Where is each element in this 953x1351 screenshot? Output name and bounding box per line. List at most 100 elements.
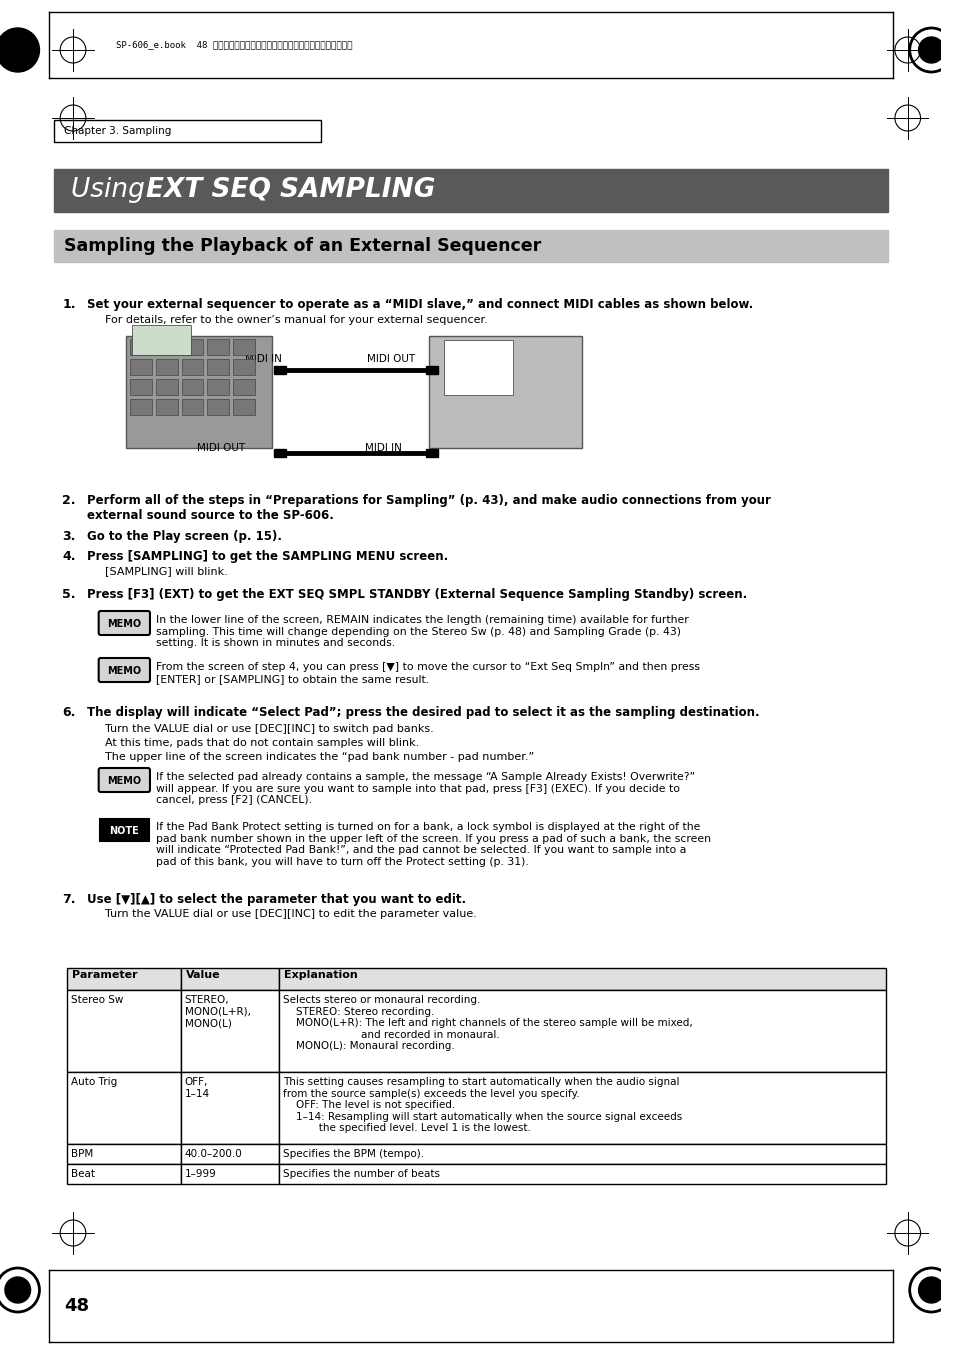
Text: From the screen of step 4, you can press [▼] to move the cursor to “Ext Seq Smpl: From the screen of step 4, you can press… bbox=[155, 662, 700, 684]
Text: Specifies the number of beats: Specifies the number of beats bbox=[283, 1169, 439, 1179]
Bar bbox=[180, 990, 279, 1071]
Text: 3.: 3. bbox=[62, 530, 75, 543]
Text: The display will indicate “Select Pad”; press the desired pad to select it as th: The display will indicate “Select Pad”; … bbox=[87, 707, 759, 719]
Text: 5.: 5. bbox=[62, 588, 75, 601]
Bar bbox=[233, 359, 254, 376]
Text: Sampling the Playback of an External Sequencer: Sampling the Playback of an External Seq… bbox=[64, 236, 540, 255]
Circle shape bbox=[918, 1277, 943, 1302]
Bar bbox=[181, 339, 203, 355]
Text: 48: 48 bbox=[64, 1297, 90, 1315]
Text: Parameter: Parameter bbox=[71, 970, 137, 979]
Text: Beat: Beat bbox=[71, 1169, 95, 1179]
Circle shape bbox=[918, 36, 943, 63]
Text: MIDI IN: MIDI IN bbox=[244, 354, 281, 363]
Text: NOTE: NOTE bbox=[110, 825, 139, 836]
Text: MIDI OUT: MIDI OUT bbox=[197, 443, 245, 453]
Text: At this time, pads that do not contain samples will blink.: At this time, pads that do not contain s… bbox=[105, 738, 418, 748]
Text: MEMO: MEMO bbox=[107, 666, 141, 676]
Text: Using: Using bbox=[71, 177, 153, 203]
Text: Specifies the BPM (tempo).: Specifies the BPM (tempo). bbox=[283, 1148, 424, 1159]
Circle shape bbox=[5, 1277, 30, 1302]
Text: Turn the VALUE dial or use [DEC][INC] to edit the parameter value.: Turn the VALUE dial or use [DEC][INC] to… bbox=[105, 909, 476, 919]
Text: Perform all of the steps in “Preparations for Sampling” (p. 43), and make audio : Perform all of the steps in “Preparation… bbox=[87, 494, 770, 521]
Bar bbox=[155, 380, 177, 394]
Text: If the Pad Bank Protect setting is turned on for a bank, a lock symbol is displa: If the Pad Bank Protect setting is turne… bbox=[155, 821, 710, 867]
Text: MEMO: MEMO bbox=[107, 619, 141, 630]
Bar bbox=[233, 399, 254, 415]
Bar bbox=[132, 326, 192, 355]
Text: BPM: BPM bbox=[71, 1148, 93, 1159]
Circle shape bbox=[0, 28, 39, 72]
Bar bbox=[180, 1144, 279, 1165]
Bar bbox=[207, 359, 229, 376]
Bar bbox=[155, 339, 177, 355]
Bar bbox=[67, 969, 180, 990]
Text: Auto Trig: Auto Trig bbox=[71, 1077, 117, 1088]
Bar bbox=[54, 169, 887, 212]
Text: Use [▼][▲] to select the parameter that you want to edit.: Use [▼][▲] to select the parameter that … bbox=[87, 893, 465, 907]
Bar bbox=[207, 339, 229, 355]
Text: [SAMPLING] will blink.: [SAMPLING] will blink. bbox=[105, 566, 227, 576]
Bar bbox=[279, 1165, 885, 1183]
Bar bbox=[426, 449, 437, 457]
Bar bbox=[131, 359, 152, 376]
Text: MEMO: MEMO bbox=[107, 775, 141, 786]
Text: Press [F3] (EXT) to get the EXT SEQ SMPL STANDBY (External Sequence Sampling Sta: Press [F3] (EXT) to get the EXT SEQ SMPL… bbox=[87, 588, 746, 601]
Bar bbox=[279, 969, 885, 990]
FancyBboxPatch shape bbox=[98, 611, 150, 635]
FancyBboxPatch shape bbox=[98, 767, 150, 792]
Bar bbox=[67, 1144, 180, 1165]
Bar bbox=[181, 359, 203, 376]
Bar bbox=[155, 359, 177, 376]
Text: For details, refer to the owner’s manual for your external sequencer.: For details, refer to the owner’s manual… bbox=[105, 315, 487, 326]
Text: Explanation: Explanation bbox=[284, 970, 357, 979]
FancyBboxPatch shape bbox=[99, 819, 149, 842]
Text: Chapter 3. Sampling: Chapter 3. Sampling bbox=[64, 126, 172, 136]
Bar bbox=[443, 340, 513, 394]
Bar bbox=[67, 1165, 180, 1183]
Bar bbox=[155, 399, 177, 415]
Text: This setting causes resampling to start automatically when the audio signal
from: This setting causes resampling to start … bbox=[283, 1077, 681, 1133]
Text: In the lower line of the screen, REMAIN indicates the length (remaining time) av: In the lower line of the screen, REMAIN … bbox=[155, 615, 688, 648]
Bar bbox=[131, 339, 152, 355]
Text: 40.0–200.0: 40.0–200.0 bbox=[184, 1148, 242, 1159]
Bar bbox=[180, 1071, 279, 1144]
Bar bbox=[180, 1165, 279, 1183]
Text: MIDI IN: MIDI IN bbox=[365, 443, 401, 453]
Bar bbox=[233, 339, 254, 355]
Text: Turn the VALUE dial or use [DEC][INC] to switch pad banks.: Turn the VALUE dial or use [DEC][INC] to… bbox=[105, 724, 433, 734]
Text: Press [SAMPLING] to get the SAMPLING MENU screen.: Press [SAMPLING] to get the SAMPLING MEN… bbox=[87, 550, 448, 563]
Bar bbox=[181, 380, 203, 394]
Bar bbox=[274, 366, 286, 374]
Bar bbox=[67, 1071, 180, 1144]
Bar bbox=[131, 399, 152, 415]
Text: MIDI OUT: MIDI OUT bbox=[367, 354, 415, 363]
Text: Value: Value bbox=[185, 970, 220, 979]
Text: 2.: 2. bbox=[62, 494, 75, 507]
Bar bbox=[207, 399, 229, 415]
Bar bbox=[54, 230, 887, 262]
Text: 6.: 6. bbox=[62, 707, 75, 719]
Bar bbox=[126, 336, 272, 449]
Text: Selects stereo or monaural recording.
    STEREO: Stereo recording.
    MONO(L+R: Selects stereo or monaural recording. ST… bbox=[283, 994, 692, 1051]
Text: 1.: 1. bbox=[62, 299, 75, 311]
Text: 1–999: 1–999 bbox=[184, 1169, 216, 1179]
Bar bbox=[131, 380, 152, 394]
Bar bbox=[279, 1071, 885, 1144]
Text: Go to the Play screen (p. 15).: Go to the Play screen (p. 15). bbox=[87, 530, 281, 543]
Bar bbox=[279, 1144, 885, 1165]
Text: OFF,
1–14: OFF, 1–14 bbox=[184, 1077, 210, 1098]
Bar bbox=[274, 449, 286, 457]
Text: If the selected pad already contains a sample, the message “A Sample Already Exi: If the selected pad already contains a s… bbox=[155, 771, 695, 805]
Bar bbox=[279, 990, 885, 1071]
Text: EXT SEQ SAMPLING: EXT SEQ SAMPLING bbox=[146, 177, 435, 203]
Text: 4.: 4. bbox=[62, 550, 75, 563]
Text: STEREO,
MONO(L+R),
MONO(L): STEREO, MONO(L+R), MONO(L) bbox=[184, 994, 251, 1028]
FancyBboxPatch shape bbox=[98, 658, 150, 682]
Text: The upper line of the screen indicates the “pad bank number - pad number.”: The upper line of the screen indicates t… bbox=[105, 753, 534, 762]
Bar bbox=[426, 366, 437, 374]
Text: Stereo Sw: Stereo Sw bbox=[71, 994, 123, 1005]
Bar bbox=[181, 399, 203, 415]
Text: Set your external sequencer to operate as a “MIDI slave,” and connect MIDI cable: Set your external sequencer to operate a… bbox=[87, 299, 752, 311]
Bar bbox=[207, 380, 229, 394]
